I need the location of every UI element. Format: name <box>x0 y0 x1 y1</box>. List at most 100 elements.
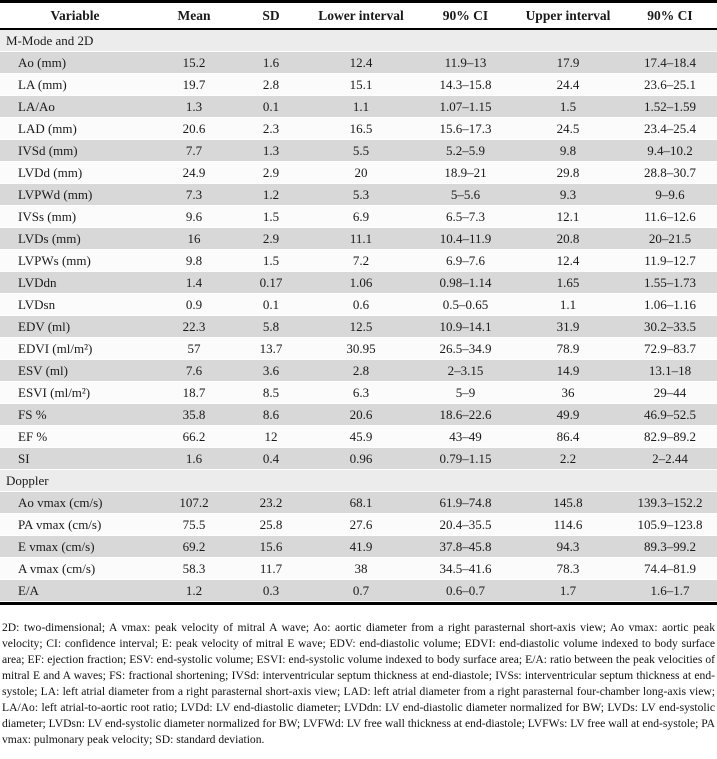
cell-value: 2.9 <box>238 227 304 250</box>
cell-value: 5–9 <box>418 381 513 404</box>
table-row: Ao vmax (cm/s) 107.2 23.2 68.1 61.9–74.8 145.… <box>0 491 717 514</box>
table-row: EF % 66.2 12 45.9 43–49 86.4 82.9–89.2 <box>0 425 717 448</box>
cell-value: 15.6–17.3 <box>418 117 513 140</box>
cell-variable: SI <box>0 447 150 470</box>
cell-value: 0.1 <box>238 95 304 118</box>
cell-value: 8.5 <box>238 381 304 404</box>
cell-value: 38 <box>304 557 418 580</box>
cell-value: 14.9 <box>513 359 623 382</box>
cell-value: 3.6 <box>238 359 304 382</box>
cell-value: 9.4–10.2 <box>623 139 717 162</box>
cell-value: 1.5 <box>238 249 304 272</box>
cell-value: 74.4–81.9 <box>623 557 717 580</box>
table-row: ESVI (ml/m²) 18.7 8.5 6.3 5–9 36 29–44 <box>0 381 717 404</box>
cell-value: 1.3 <box>150 95 238 118</box>
cell-value: 15.6 <box>238 535 304 558</box>
cell-value: 18.7 <box>150 381 238 404</box>
cell-value: 30.2–33.5 <box>623 315 717 338</box>
cell-value: 75.5 <box>150 513 238 536</box>
column-header-sd: SD <box>238 3 304 30</box>
cell-variable: PA vmax (cm/s) <box>0 513 150 536</box>
cell-value: 1.6 <box>238 51 304 74</box>
cell-variable: E vmax (cm/s) <box>0 535 150 558</box>
cell-value: 45.9 <box>304 425 418 448</box>
cell-value: 18.6–22.6 <box>418 403 513 426</box>
cell-value: 28.8–30.7 <box>623 161 717 184</box>
cell-variable: EDVI (ml/m²) <box>0 337 150 360</box>
cell-value: 1.2 <box>150 579 238 602</box>
cell-value: 68.1 <box>304 491 418 514</box>
cell-value: 18.9–21 <box>418 161 513 184</box>
cell-value: 107.2 <box>150 491 238 514</box>
cell-value: 23.2 <box>238 491 304 514</box>
table-row: PA vmax (cm/s) 75.5 25.8 27.6 20.4–35.5 114.6… <box>0 513 717 536</box>
cell-value: 26.5–34.9 <box>418 337 513 360</box>
cell-value: 12 <box>238 425 304 448</box>
cell-value: 0.6–0.7 <box>418 579 513 602</box>
table-row: LA (mm) 19.7 2.8 15.1 14.3–15.8 24.4 23.6–25.1 <box>0 73 717 96</box>
cell-variable: EDV (ml) <box>0 315 150 338</box>
cell-value: 5.2–5.9 <box>418 139 513 162</box>
cell-value: 6.9 <box>304 205 418 228</box>
cell-value: 11.9–12.7 <box>623 249 717 272</box>
cell-value: 41.9 <box>304 535 418 558</box>
table-row: Ao (mm) 15.2 1.6 12.4 11.9–13 17.9 17.4–18.4 <box>0 51 717 74</box>
cell-value: 9.6 <box>150 205 238 228</box>
cell-value: 1.52–1.59 <box>623 95 717 118</box>
cell-value: 36 <box>513 381 623 404</box>
cell-value: 1.1 <box>304 95 418 118</box>
cell-value: 7.3 <box>150 183 238 206</box>
cell-value: 5.3 <box>304 183 418 206</box>
cell-value: 24.9 <box>150 161 238 184</box>
cell-value: 57 <box>150 337 238 360</box>
cell-variable: LA/Ao <box>0 95 150 118</box>
cell-value: 10.4–11.9 <box>418 227 513 250</box>
table-row: SI 1.6 0.4 0.96 0.79–1.15 2.2 2–2.44 <box>0 447 717 470</box>
cell-value: 23.4–25.4 <box>623 117 717 140</box>
table-row: LVPWs (mm) 9.8 1.5 7.2 6.9–7.6 12.4 11.9–12.7 <box>0 249 717 272</box>
cell-value: 5–5.6 <box>418 183 513 206</box>
cell-variable: E/A <box>0 579 150 602</box>
cell-value: 2.8 <box>304 359 418 382</box>
cell-value: 24.5 <box>513 117 623 140</box>
cell-value: 114.6 <box>513 513 623 536</box>
cell-value: 145.8 <box>513 491 623 514</box>
cell-value: 5.8 <box>238 315 304 338</box>
cell-value: 34.5–41.6 <box>418 557 513 580</box>
cell-value: 0.6 <box>304 293 418 316</box>
cell-value: 6.5–7.3 <box>418 205 513 228</box>
column-header-ci-lower: 90% CI <box>418 3 513 30</box>
table-row: LVDdn 1.4 0.17 1.06 0.98–1.14 1.65 1.55–1.73 <box>0 271 717 294</box>
column-header-lower-interval: Lower interval <box>304 3 418 30</box>
table-row: LVDs (mm) 16 2.9 11.1 10.4–11.9 20.8 20–21.5 <box>0 227 717 250</box>
cell-value: 0.5–0.65 <box>418 293 513 316</box>
cell-value: 0.3 <box>238 579 304 602</box>
table-footnote: 2D: two-dimensional; A vmax: peak veloci… <box>2 620 715 746</box>
table-row: FS % 35.8 8.6 20.6 18.6–22.6 49.9 46.9–52.5 <box>0 403 717 426</box>
cell-value: 11.7 <box>238 557 304 580</box>
cell-value: 13.7 <box>238 337 304 360</box>
cell-value: 11.6–12.6 <box>623 205 717 228</box>
cell-value: 9.3 <box>513 183 623 206</box>
cell-value: 29–44 <box>623 381 717 404</box>
cell-value: 0.17 <box>238 271 304 294</box>
cell-variable: LVDdn <box>0 271 150 294</box>
section-label: Doppler <box>0 469 717 492</box>
cell-value: 0.98–1.14 <box>418 271 513 294</box>
cell-value: 139.3–152.2 <box>623 491 717 514</box>
cell-value: 1.6–1.7 <box>623 579 717 602</box>
cell-value: 20.4–35.5 <box>418 513 513 536</box>
section-label: M-Mode and 2D <box>0 29 717 52</box>
cell-value: 82.9–89.2 <box>623 425 717 448</box>
cell-variable: IVSs (mm) <box>0 205 150 228</box>
header-row: Variable Mean SD Lower interval 90% CI U… <box>0 3 717 30</box>
statistics-table: Variable Mean SD Lower interval 90% CI U… <box>0 3 717 602</box>
cell-value: 20.6 <box>304 403 418 426</box>
cell-variable: IVSd (mm) <box>0 139 150 162</box>
cell-value: 22.3 <box>150 315 238 338</box>
table-row: A vmax (cm/s) 58.3 11.7 38 34.5–41.6 78.3 74.4… <box>0 557 717 580</box>
cell-value: 9.8 <box>513 139 623 162</box>
cell-value: 0.7 <box>304 579 418 602</box>
cell-variable: LA (mm) <box>0 73 150 96</box>
cell-value: 14.3–15.8 <box>418 73 513 96</box>
